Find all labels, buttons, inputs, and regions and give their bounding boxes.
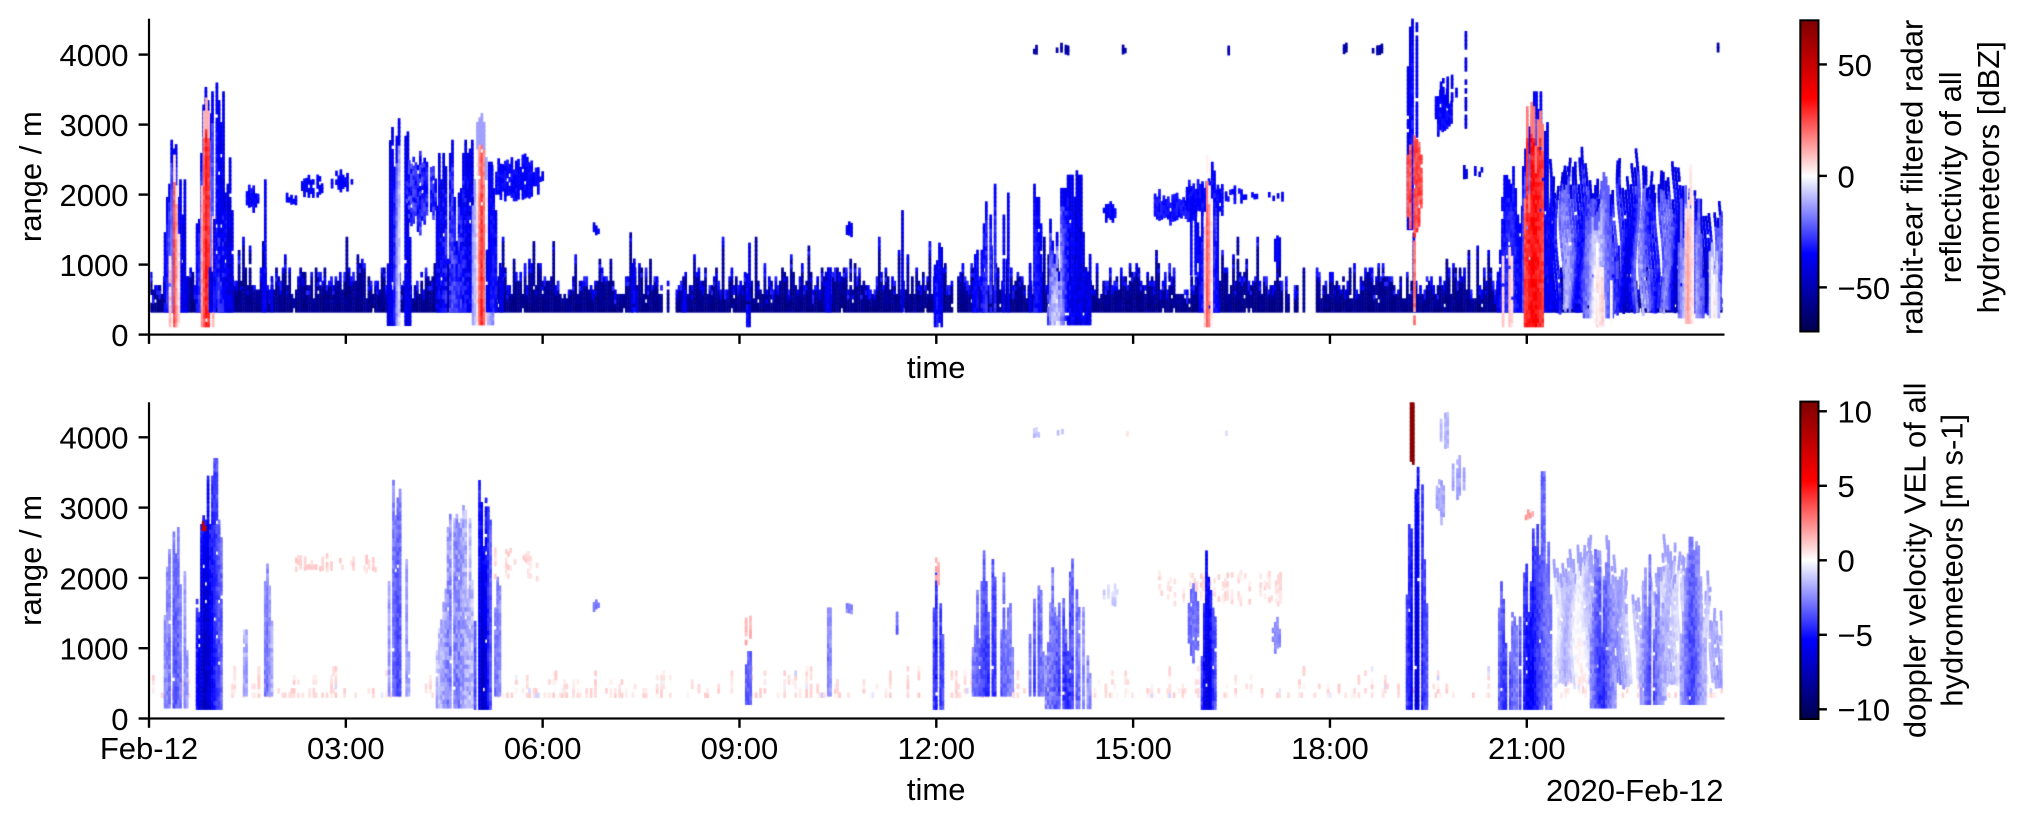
svg-text:50: 50 — [1838, 48, 1872, 83]
svg-text:12:00: 12:00 — [898, 731, 976, 766]
svg-text:18:00: 18:00 — [1291, 731, 1369, 766]
svg-text:21:00: 21:00 — [1488, 731, 1566, 766]
svg-text:06:00: 06:00 — [504, 731, 582, 766]
svg-text:3000: 3000 — [60, 491, 129, 526]
svg-text:0: 0 — [111, 318, 128, 353]
svg-text:range / m: range / m — [13, 495, 48, 626]
svg-text:0: 0 — [1838, 544, 1855, 579]
svg-text:rabbit-ear filtered radar: rabbit-ear filtered radar — [1895, 20, 1930, 335]
svg-text:4000: 4000 — [60, 421, 129, 456]
svg-text:time: time — [907, 772, 966, 807]
svg-text:0: 0 — [1838, 159, 1855, 194]
svg-text:reflectivity of all: reflectivity of all — [1933, 71, 1968, 283]
svg-text:Feb-12: Feb-12 — [100, 731, 198, 766]
svg-text:hydrometeors [m s-1]: hydrometeors [m s-1] — [1934, 414, 1969, 707]
svg-text:1000: 1000 — [60, 248, 129, 283]
svg-text:3000: 3000 — [60, 108, 129, 143]
svg-text:hydrometeors [dBZ]: hydrometeors [dBZ] — [1971, 41, 2006, 313]
svg-text:0: 0 — [111, 702, 128, 737]
svg-text:15:00: 15:00 — [1094, 731, 1172, 766]
svg-text:2000: 2000 — [60, 178, 129, 213]
svg-text:5: 5 — [1838, 469, 1855, 504]
svg-text:03:00: 03:00 — [307, 731, 385, 766]
svg-text:4000: 4000 — [60, 38, 129, 73]
svg-text:−5: −5 — [1838, 618, 1873, 653]
svg-text:09:00: 09:00 — [701, 731, 779, 766]
svg-text:doppler velocity VEL of all: doppler velocity VEL of all — [1897, 383, 1932, 739]
svg-text:2020-Feb-12: 2020-Feb-12 — [1546, 773, 1724, 808]
svg-text:range / m: range / m — [13, 111, 48, 242]
svg-text:1000: 1000 — [60, 632, 129, 667]
svg-text:time: time — [907, 350, 966, 385]
svg-text:−50: −50 — [1838, 271, 1891, 306]
svg-text:−10: −10 — [1838, 693, 1891, 728]
svg-text:10: 10 — [1838, 395, 1872, 430]
svg-text:2000: 2000 — [60, 561, 129, 596]
